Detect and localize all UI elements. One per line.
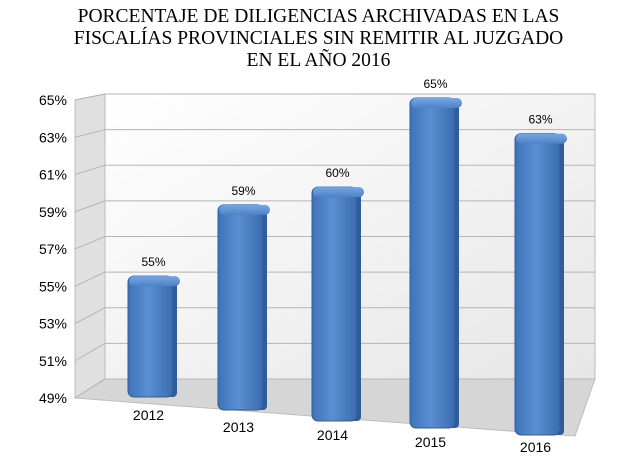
y-tick-label: 57% bbox=[39, 241, 67, 257]
bar bbox=[514, 133, 567, 436]
bar bbox=[409, 97, 462, 429]
bar-top bbox=[313, 187, 364, 198]
bar-front bbox=[217, 204, 264, 411]
data-label: 59% bbox=[231, 184, 255, 198]
title-line-1: PORCENTAJE DE DILIGENCIAS ARCHIVADAS EN … bbox=[77, 6, 560, 27]
bar bbox=[311, 186, 364, 422]
title-line-2: FISCALÍAS PROVINCIALES SIN REMITIR AL JU… bbox=[73, 28, 564, 49]
y-tick-label: 55% bbox=[39, 278, 67, 294]
x-tick-label: 2015 bbox=[415, 434, 446, 450]
x-tick-label: 2012 bbox=[133, 407, 164, 423]
bar-top bbox=[516, 133, 567, 144]
chart-title: PORCENTAJE DE DILIGENCIAS ARCHIVADAS EN … bbox=[0, 6, 637, 72]
data-label: 60% bbox=[325, 166, 349, 180]
x-axis: 2012 2013 2014 2015 2016 bbox=[133, 407, 551, 455]
bar-front bbox=[311, 186, 358, 422]
y-tick-label: 53% bbox=[39, 316, 67, 332]
x-tick-label: 2016 bbox=[520, 439, 551, 455]
data-label: 55% bbox=[141, 255, 165, 269]
y-tick-label: 61% bbox=[39, 167, 67, 183]
x-tick-label: 2013 bbox=[223, 419, 254, 435]
y-tick-label: 59% bbox=[39, 204, 67, 220]
title-line-3: EN EL AÑO 2016 bbox=[246, 50, 391, 71]
bar bbox=[217, 204, 270, 411]
bars bbox=[127, 97, 567, 436]
bar-front bbox=[409, 97, 456, 429]
bar-top bbox=[129, 276, 180, 287]
data-label: 63% bbox=[528, 113, 552, 127]
data-labels: 55% 59% 60% 65% 63% bbox=[141, 77, 552, 269]
y-tick-label: 49% bbox=[39, 390, 67, 406]
y-tick-label: 63% bbox=[39, 129, 67, 145]
bar bbox=[127, 275, 180, 398]
y-tick-label: 51% bbox=[39, 353, 67, 369]
bar-top bbox=[411, 98, 462, 108]
bar-front bbox=[514, 133, 561, 436]
gridline bbox=[74, 93, 595, 101]
bar-top bbox=[219, 204, 270, 215]
bar-front bbox=[127, 275, 174, 398]
y-tick-label: 65% bbox=[39, 92, 67, 108]
y-axis: 49% 51% 53% 55% 57% 59% 61% 63% 65% bbox=[39, 92, 67, 406]
data-label: 65% bbox=[423, 77, 447, 91]
x-tick-label: 2014 bbox=[317, 427, 348, 443]
